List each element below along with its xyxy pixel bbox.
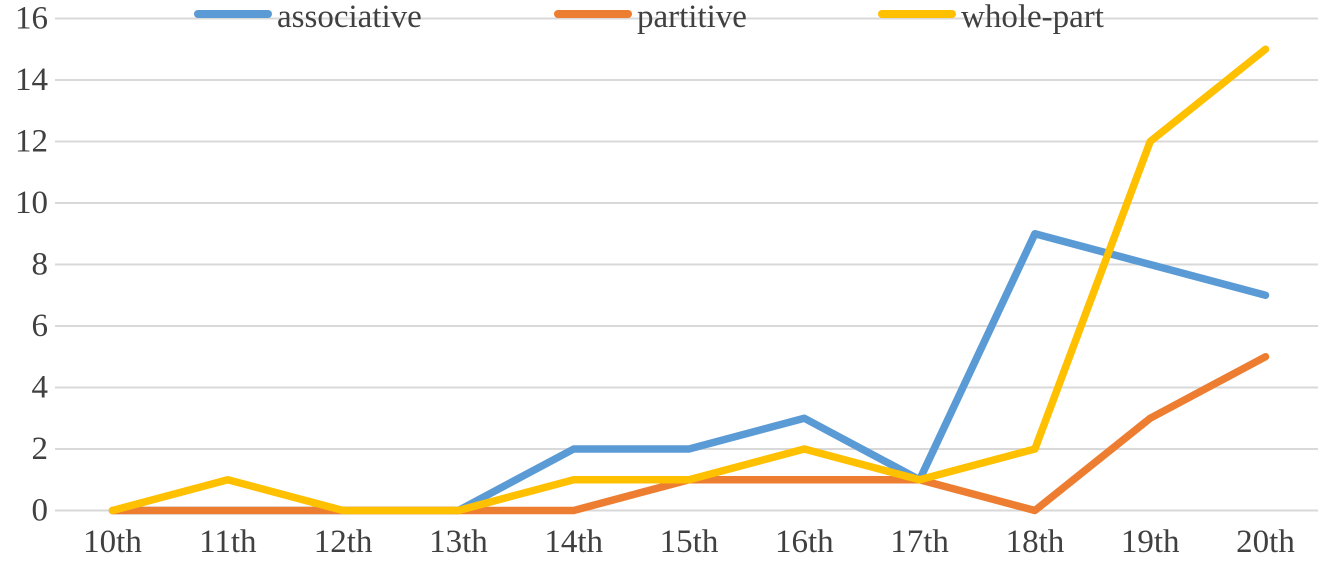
- series-line-partitive: [108, 353, 1270, 515]
- legend-item-associative: associative: [194, 0, 422, 35]
- y-axis-tick-label: 8: [32, 247, 49, 283]
- series-line-whole-part: [108, 45, 1270, 515]
- y-axis-tick-label: 4: [32, 370, 49, 406]
- x-axis-tick-label-10th: 10th: [83, 524, 142, 560]
- y-axis-tick-label: 0: [32, 493, 49, 529]
- y-axis-tick-label: 6: [32, 308, 49, 344]
- y-axis-tick-label: 12: [15, 124, 48, 160]
- y-axis-tick-label: 10: [15, 185, 48, 221]
- legend-label-associative: associative: [277, 0, 422, 35]
- legend-label-partitive: partitive: [637, 0, 747, 35]
- x-axis-tick-label-17th: 17th: [890, 524, 949, 560]
- x-axis-tick-label-14th: 14th: [544, 524, 603, 560]
- x-axis-tick-label-13th: 13th: [429, 524, 488, 560]
- x-axis-tick-label-20th: 20th: [1236, 524, 1295, 560]
- x-axis-tick-label-15th: 15th: [660, 524, 719, 560]
- legend-item-partitive: partitive: [554, 0, 747, 35]
- x-axis-tick-label-11th: 11th: [199, 524, 257, 560]
- x-axis-tick-label-12th: 12th: [314, 524, 373, 560]
- x-axis-tick-label-18th: 18th: [1006, 524, 1065, 560]
- legend-item-whole-part: whole-part: [878, 0, 1104, 35]
- y-axis-tick-label: 2: [32, 431, 49, 467]
- y-axis-tick-label: 14: [15, 62, 48, 98]
- legend-label-whole-part: whole-part: [961, 0, 1104, 35]
- x-axis-tick-label-16th: 16th: [775, 524, 834, 560]
- y-axis-tick-label: 16: [15, 1, 48, 37]
- x-axis-tick-label-19th: 19th: [1121, 524, 1180, 560]
